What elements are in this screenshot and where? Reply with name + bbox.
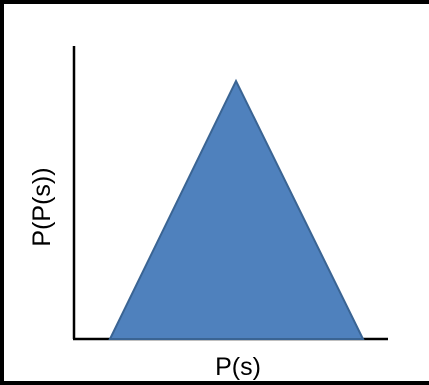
- triangle-shape: [108, 78, 365, 340]
- y-axis-label: P(P(s)): [28, 167, 56, 246]
- x-axis-label: P(s): [215, 353, 261, 381]
